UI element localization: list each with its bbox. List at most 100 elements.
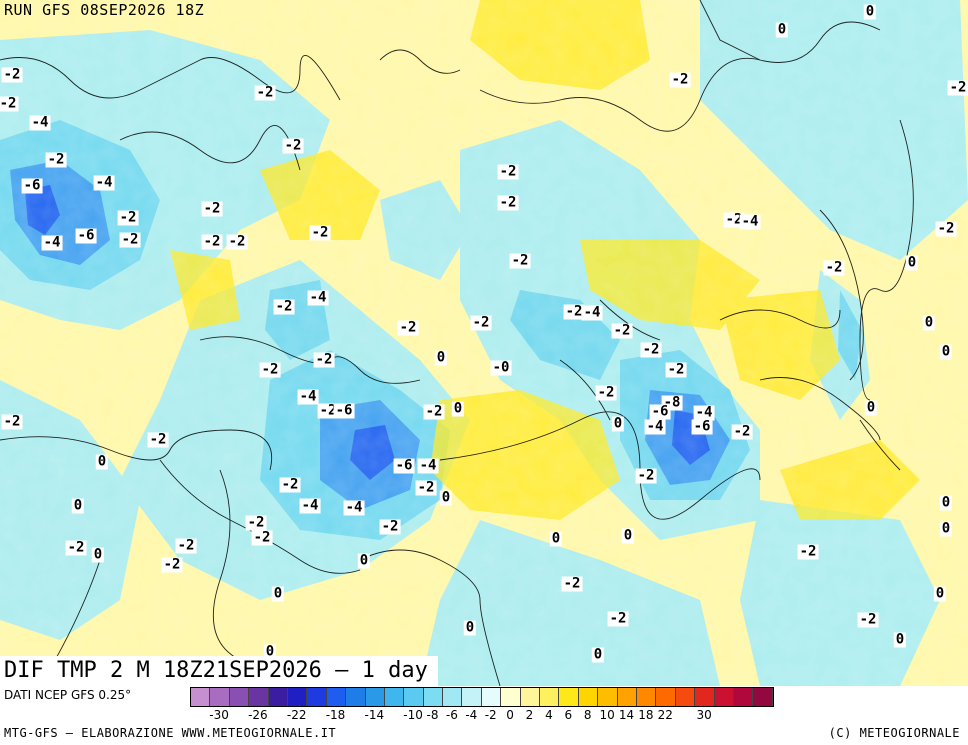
map-value-label: -4 [299,497,321,514]
map-value-label: -4 [644,418,666,435]
map-value-label: -2 [175,537,197,554]
data-source-label: DATI NCEP GFS 0.25° [4,688,132,702]
map-value-label: -4 [41,234,63,251]
map-value-label: 0 [91,546,105,563]
map-value-label: -4 [417,457,439,474]
map-value-label: 0 [775,21,789,38]
map-value-label: 0 [893,631,907,648]
map-value-label: -2 [857,611,879,628]
map-value-label: -6 [75,227,97,244]
map-value-label: -4 [307,289,329,306]
scale-swatch [443,688,463,706]
map-value-label: -2 [259,361,281,378]
scale-tick-label: 22 [657,708,673,722]
scale-swatch [598,688,618,706]
map-value-label: -2 [251,529,273,546]
scale-swatch [481,688,502,706]
scale-swatch [287,688,308,706]
map-value-label: -2 [254,84,276,101]
scale-swatch [578,688,599,706]
scale-tick-label: -22 [286,708,307,722]
scale-tick-label: -10 [403,708,423,722]
map-value-label: -6 [649,403,671,420]
run-label: RUN GFS 08SEP2026 18Z [4,1,205,19]
map-value-label: -6 [333,402,355,419]
footer: DATI NCEP GFS 0.25° -30 -26 -22 -18 -14 -10 -8… [0,686,968,745]
map-value-label: -2 [317,402,339,419]
map-value-label: 0 [271,585,285,602]
scale-swatch [404,688,424,706]
map-value-label: -2 [161,556,183,573]
scale-swatch [326,688,347,706]
scale-swatch [229,688,250,706]
scale-tick-label: 10 [599,708,615,722]
scale-tick-label: 18 [638,708,654,722]
scale-swatch [714,688,734,706]
map-value-label: -2 [1,66,23,83]
map-value-label: -2 [723,211,745,228]
map-value-label: -2 [309,224,331,241]
scale-tick-label: -14 [364,708,385,722]
map-value-label: -2 [611,322,633,339]
map-value-label: -4 [93,174,115,191]
map-value-label: -2 [935,220,957,237]
scale-tick-label: -26 [248,708,268,722]
map-title: DIF TMP 2 M 18Z21SEP2026 — 1 day [0,656,438,686]
map-value-label: -2 [470,314,492,331]
scale-tick-label: -8 [426,708,439,722]
scale-swatch [753,688,773,706]
credit-right: (C) METEOGIORNALE [828,726,960,740]
scale-swatch [210,688,230,706]
scale-tick-label: 0 [506,708,514,722]
map-value-label: 0 [922,314,936,331]
map-value-label: -4 [739,213,761,230]
map-value-label: 0 [263,643,277,660]
scale-swatch [346,688,366,706]
map-value-label: -2 [273,298,295,315]
map-value-label: 0 [463,619,477,636]
scale-swatch [423,688,444,706]
map-value-label: -2 [797,543,819,560]
map-value-label: 0 [933,585,947,602]
scale-tick-label: 2 [525,708,534,722]
scale-swatch [559,688,579,706]
scale-tick-label: 30 [696,708,712,722]
map-value-label: -2 [379,518,401,535]
map-value-label: 0 [939,520,953,537]
map-value-label: -2 [45,151,67,168]
map-value-label: -2 [117,209,139,226]
map-value-label: -4 [693,404,715,421]
map-value-label: 0 [864,399,878,416]
map-value-label: -2 [561,575,583,592]
map-value-label: -2 [0,96,19,112]
map-value-label: -2 [640,341,662,358]
scale-tick-label: -6 [445,708,458,722]
map-value-label: -2 [397,319,419,336]
map-value-label: -6 [21,177,43,194]
scale-tick-label: 14 [618,708,635,722]
scale-swatch [733,688,754,706]
scale-swatch [675,688,696,706]
scale-swatch [268,688,288,706]
map-value-label: -4 [29,114,51,131]
scale-swatch [365,688,385,706]
scale-swatch [656,688,676,706]
map-value-label: 0 [939,494,953,511]
scale-swatch [191,688,211,706]
map-value-label: -2 [65,539,87,556]
scale-swatch [617,688,637,706]
scale-tick-label: 4 [545,708,553,722]
map-value-label: -2 [947,79,968,96]
temperature-difference-map: 0 0 -2 -2 -2 -2 -2 -4 -2 -2 -2 -6 -4 -2 -2 -2 -2 -4 -2 -6 -4… [0,0,968,686]
map-value-label: -2 [119,231,141,248]
map-value-label: -4 [581,304,603,321]
scale-swatch [520,688,541,706]
map-value-label: 0 [71,497,85,514]
map-value-label: 0 [591,646,605,663]
map-value-label: -2 [497,163,519,180]
scale-swatch [249,688,269,706]
scale-swatch [540,688,560,706]
map-value-label: -2 [147,431,169,448]
map-value-label: 0 [357,552,371,569]
map-value-label: -2 [635,467,657,484]
